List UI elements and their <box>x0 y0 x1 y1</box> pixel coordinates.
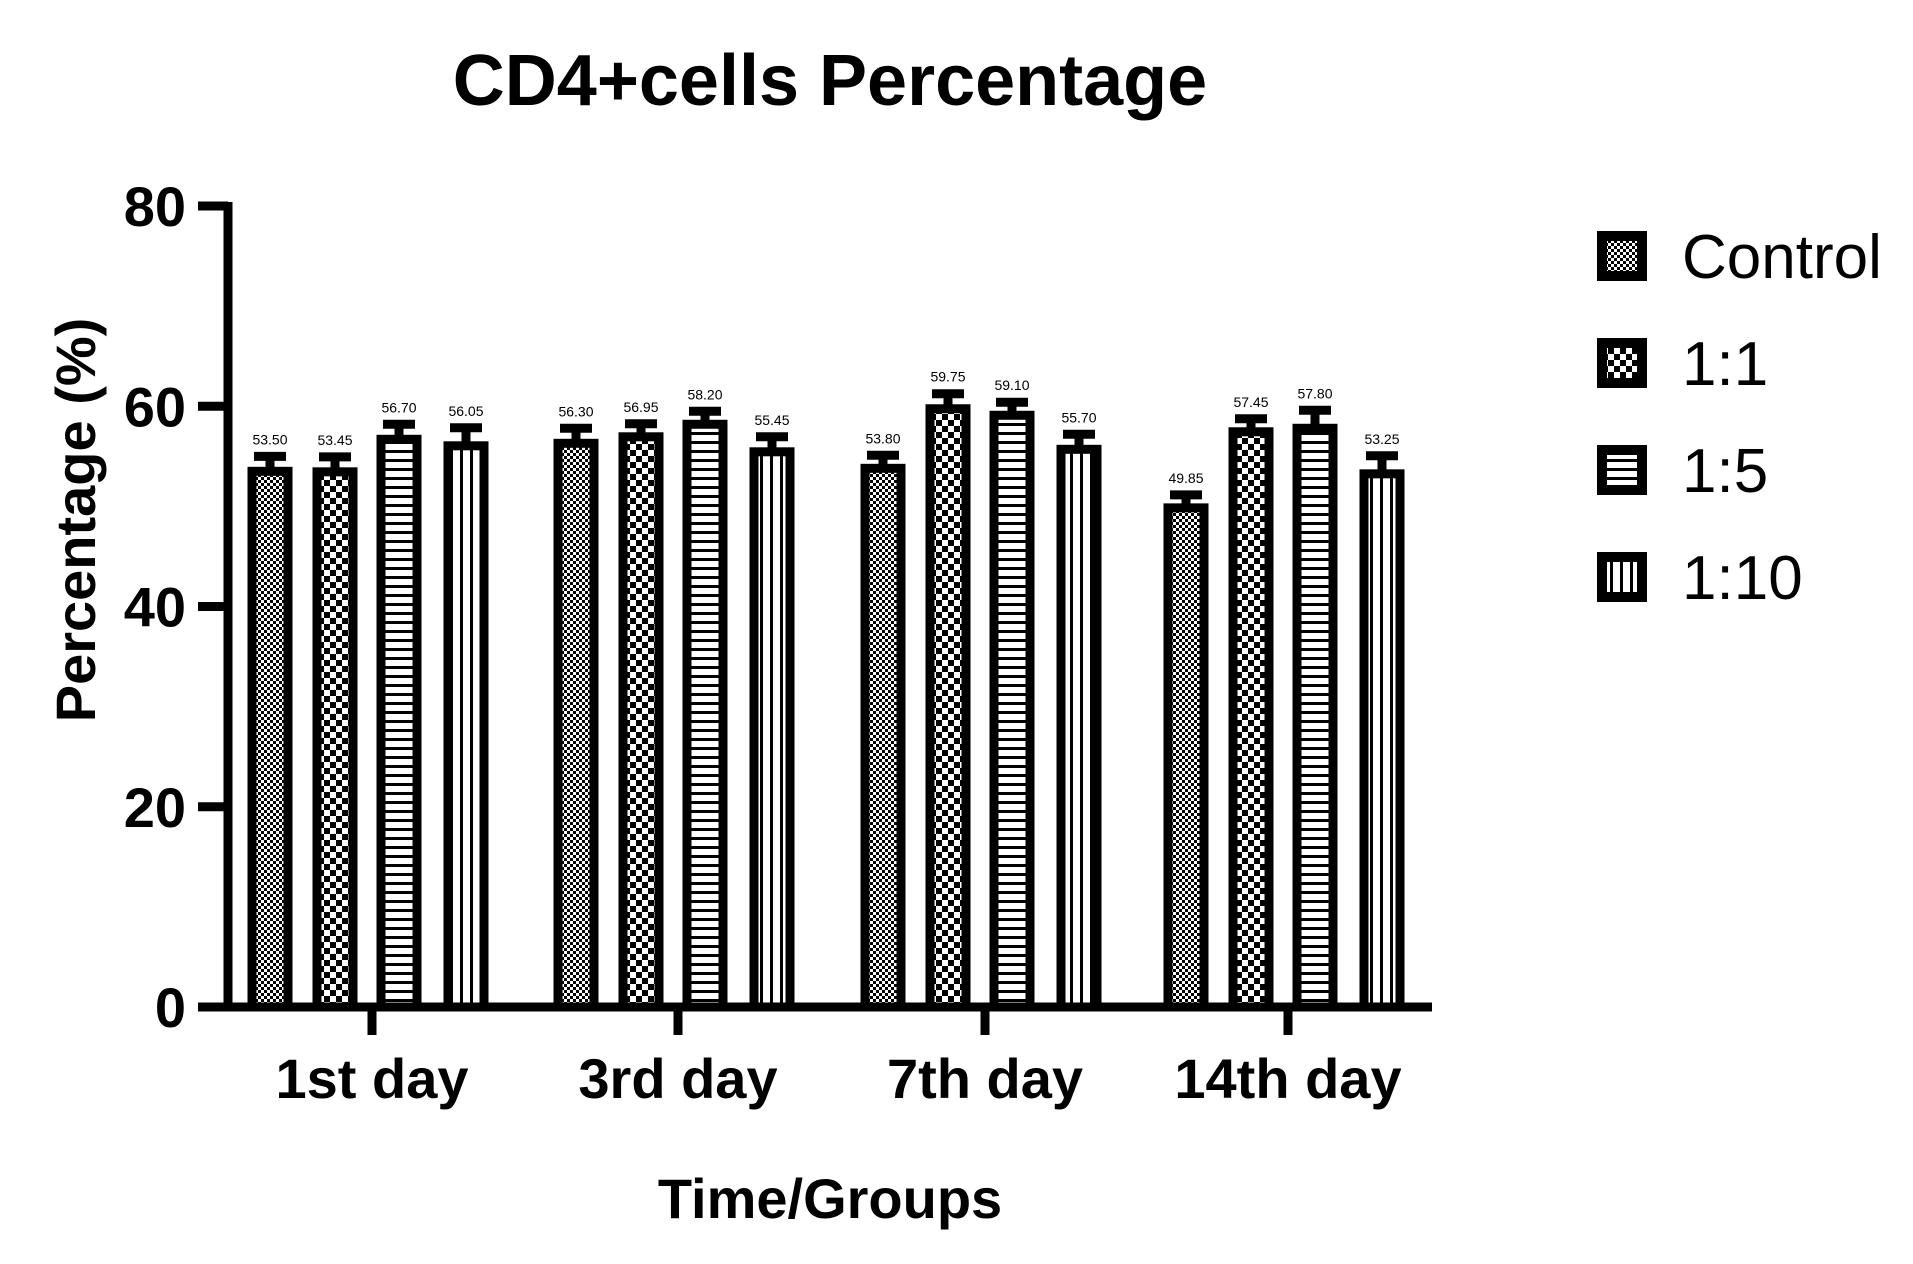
x-tick-label: 14th day <box>1174 1047 1401 1110</box>
bar <box>860 463 906 1012</box>
legend-label: 1:1 <box>1682 330 1768 399</box>
bar <box>925 404 971 1012</box>
bar <box>682 419 728 1012</box>
data-label: 57.80 <box>1297 385 1332 401</box>
data-label: 57.45 <box>1233 394 1268 410</box>
legend: Control 1:1 1:5 1:10 <box>1597 223 1882 613</box>
bar <box>1056 444 1102 1012</box>
data-label: 56.05 <box>448 403 483 419</box>
data-label: 55.45 <box>754 412 789 428</box>
x-axis-title: Time/Groups <box>658 1167 1002 1230</box>
x-tick-label: 1st day <box>276 1047 469 1110</box>
bar <box>749 447 795 1012</box>
data-label: 49.85 <box>1168 470 1203 486</box>
data-label: 56.30 <box>558 403 593 419</box>
chart-title: CD4+cells Percentage <box>453 41 1207 121</box>
legend-label: 1:5 <box>1682 437 1768 506</box>
legend-swatch <box>1597 552 1647 602</box>
legend-swatch <box>1597 338 1647 388</box>
data-label: 53.45 <box>317 432 352 448</box>
y-tick-label: 20 <box>124 776 186 839</box>
bar <box>989 410 1035 1012</box>
data-label: 56.95 <box>623 399 658 415</box>
legend-swatch <box>1597 231 1647 281</box>
data-label: 56.70 <box>381 399 416 415</box>
bar <box>443 441 489 1012</box>
y-tick-label: 60 <box>124 375 186 438</box>
y-axis-title: Percentage (%) <box>44 318 107 723</box>
bar <box>247 466 293 1012</box>
bar <box>1228 427 1274 1012</box>
bar <box>376 434 422 1012</box>
data-label: 59.75 <box>930 369 965 385</box>
bars: 53.50 56.30 53.80 49.85 53.45 56.95 59.75 57.45… <box>247 369 1405 1012</box>
legend-swatch <box>1597 445 1647 495</box>
y-tick-label: 40 <box>124 576 186 639</box>
x-axis: 1st day 3rd day 7th day 14th day <box>224 1002 1432 1110</box>
data-label: 53.25 <box>1364 431 1399 447</box>
y-tick-label: 80 <box>124 175 186 238</box>
data-label: 59.10 <box>994 377 1029 393</box>
bar <box>618 432 664 1012</box>
data-label: 58.20 <box>687 386 722 402</box>
bar <box>1163 503 1209 1012</box>
data-label: 53.50 <box>252 431 287 447</box>
data-label: 53.80 <box>865 430 900 446</box>
bar <box>1292 423 1338 1012</box>
bar <box>1359 469 1405 1012</box>
bar <box>312 467 358 1012</box>
legend-label: 1:10 <box>1682 544 1803 613</box>
y-tick-label: 0 <box>155 976 186 1039</box>
y-axis: 0 20 40 60 80 <box>124 175 233 1039</box>
data-label: 55.70 <box>1061 409 1096 425</box>
legend-label: Control <box>1682 223 1882 292</box>
x-tick-label: 3rd day <box>578 1047 777 1110</box>
x-tick-label: 7th day <box>887 1047 1083 1110</box>
bar <box>553 438 599 1012</box>
